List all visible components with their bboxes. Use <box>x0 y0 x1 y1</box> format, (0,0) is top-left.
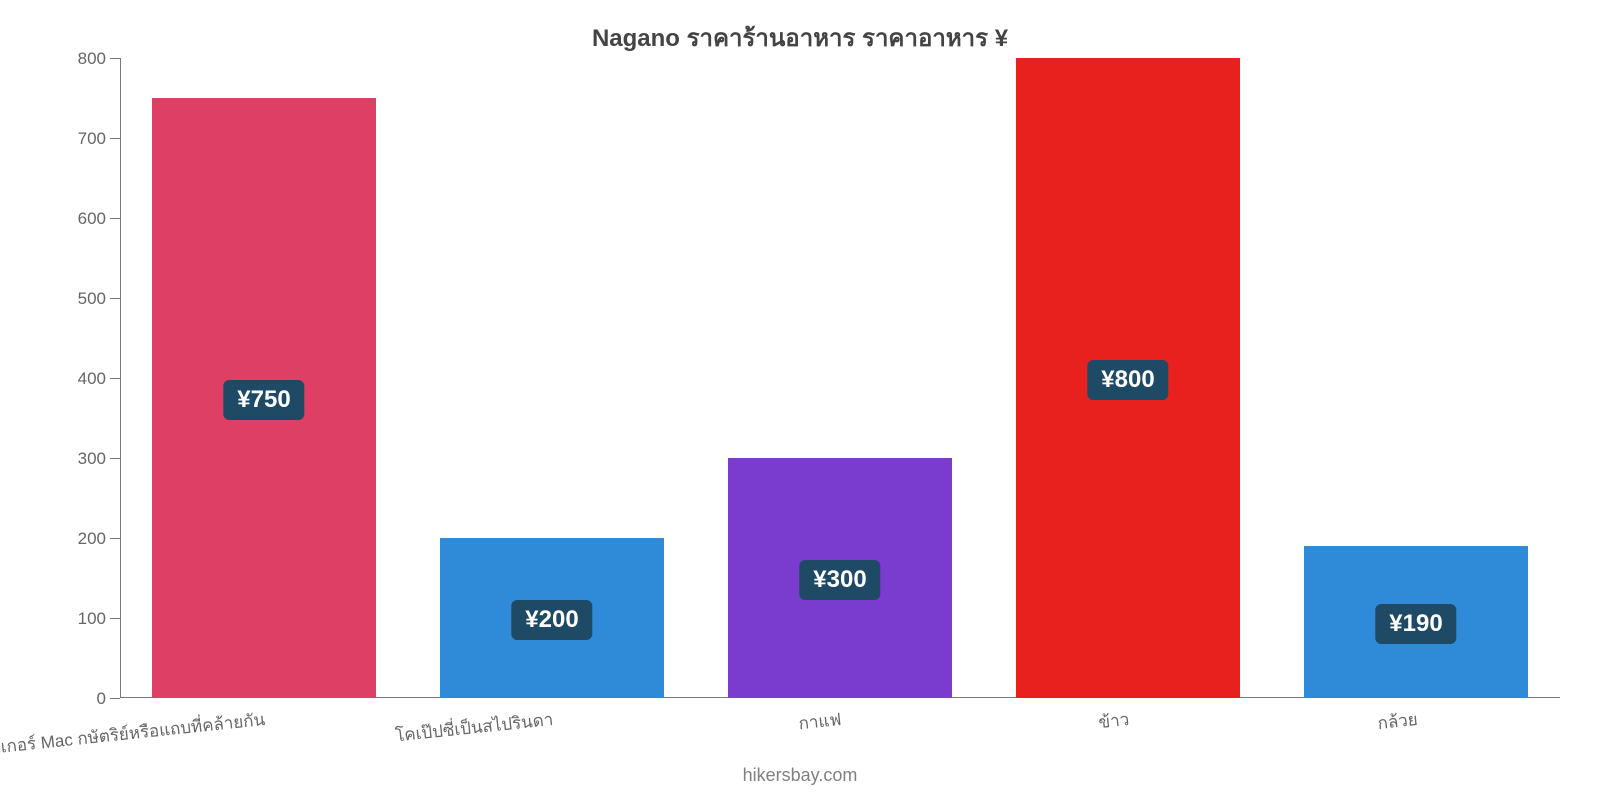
plot-area: 0100200300400500600700800¥750เบอร์เกอร์ … <box>120 58 1560 698</box>
bar-value-label: ¥300 <box>799 560 880 600</box>
bar-value-label: ¥190 <box>1375 604 1456 644</box>
chart-title: Nagano ราคาร้านอาหาร ราคาอาหาร ¥ <box>0 0 1600 57</box>
ytick-mark <box>110 378 120 379</box>
ytick-mark <box>110 458 120 459</box>
xtick-label: ข้าว <box>1097 706 1130 736</box>
bar-value-label: ¥200 <box>511 600 592 640</box>
ytick-mark <box>110 218 120 219</box>
xtick-label: เบอร์เกอร์ Mac กษัตริย์หรือแถบที่คล้ายกั… <box>0 706 267 764</box>
ytick-mark <box>110 298 120 299</box>
ytick-label: 0 <box>97 689 106 709</box>
ytick-label: 700 <box>78 129 106 149</box>
chart-container: Nagano ราคาร้านอาหาร ราคาอาหาร ¥ 0100200… <box>0 0 1600 800</box>
ytick-mark <box>110 698 120 699</box>
ytick-label: 600 <box>78 209 106 229</box>
y-axis <box>120 58 121 698</box>
ytick-label: 300 <box>78 449 106 469</box>
attribution-text: hikersbay.com <box>743 765 858 786</box>
ytick-mark <box>110 538 120 539</box>
ytick-label: 400 <box>78 369 106 389</box>
bar-value-label: ¥750 <box>223 380 304 420</box>
ytick-mark <box>110 58 120 59</box>
ytick-mark <box>110 618 120 619</box>
ytick-label: 500 <box>78 289 106 309</box>
xtick-label: กล้วย <box>1376 706 1419 737</box>
ytick-label: 100 <box>78 609 106 629</box>
ytick-label: 200 <box>78 529 106 549</box>
xtick-label: กาแฟ <box>797 706 842 737</box>
ytick-label: 800 <box>78 49 106 69</box>
bar-value-label: ¥800 <box>1087 360 1168 400</box>
xtick-label: โคเป๊ปซี่เป็นสไปรินดา <box>394 706 555 749</box>
ytick-mark <box>110 138 120 139</box>
